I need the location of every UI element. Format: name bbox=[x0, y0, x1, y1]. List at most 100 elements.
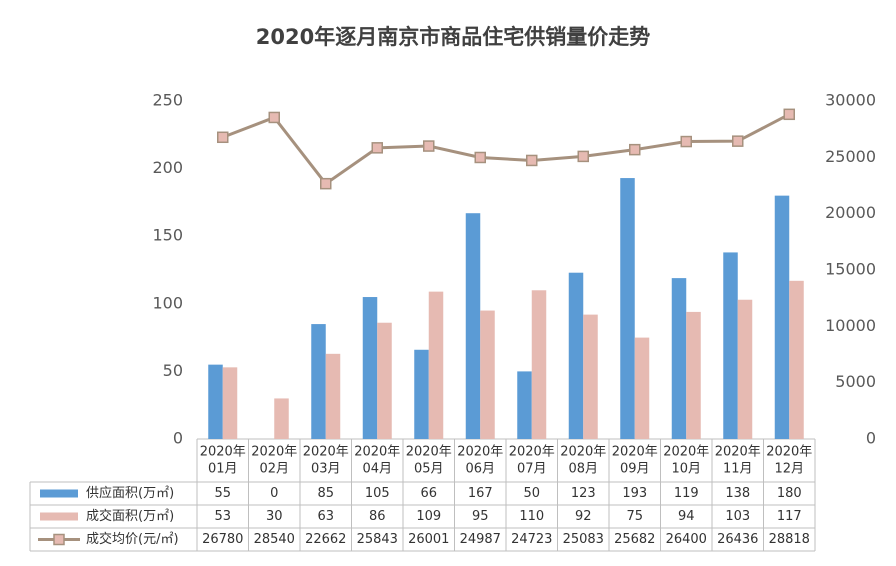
bar bbox=[789, 280, 804, 439]
table-value: 25682 bbox=[614, 532, 655, 547]
table-value: 86 bbox=[369, 509, 386, 524]
bar bbox=[531, 290, 547, 439]
marker bbox=[320, 177, 332, 190]
y2-tick-label: 25000 bbox=[825, 147, 876, 166]
y-tick-label: 100 bbox=[152, 293, 183, 312]
x-tick-label: 02月 bbox=[259, 462, 289, 477]
y-tick-label: 0 bbox=[173, 429, 183, 448]
x-tick-label: 04月 bbox=[362, 462, 392, 477]
table-value: 53 bbox=[214, 509, 231, 524]
legend-key bbox=[40, 489, 78, 498]
y-tick-label: 50 bbox=[163, 361, 183, 380]
x-tick-label: 03月 bbox=[311, 462, 341, 477]
table-value: 110 bbox=[519, 509, 544, 524]
bar bbox=[414, 349, 429, 439]
x-tick-label: 11月 bbox=[723, 462, 753, 477]
bar bbox=[311, 324, 326, 439]
marker bbox=[371, 142, 383, 154]
table-value: 123 bbox=[571, 486, 596, 501]
table-value: 117 bbox=[777, 509, 802, 524]
chart-title: 2020年逐月南京市商品住宅供销量价走势 bbox=[256, 25, 650, 49]
bar bbox=[325, 353, 341, 439]
table-value: 85 bbox=[317, 486, 334, 501]
y2-tick-label: 20000 bbox=[825, 203, 876, 222]
y2-tick-label: 10000 bbox=[825, 316, 876, 335]
marker bbox=[474, 151, 486, 164]
table-value: 30 bbox=[266, 509, 283, 524]
table-value: 0 bbox=[270, 486, 278, 501]
table-value: 26436 bbox=[717, 532, 758, 547]
y-tick-label: 250 bbox=[152, 91, 183, 110]
x-tick-label: 09月 bbox=[620, 462, 650, 477]
table-value: 105 bbox=[365, 486, 390, 501]
table-value: 66 bbox=[420, 486, 437, 501]
legend-key bbox=[53, 533, 65, 546]
bar bbox=[274, 398, 289, 439]
legend-label: 成交均价(元/㎡) bbox=[86, 531, 179, 547]
y-tick-label: 150 bbox=[152, 226, 183, 245]
x-tick-label: 2020年 bbox=[200, 445, 246, 460]
y-tick-label: 200 bbox=[152, 158, 183, 177]
bar bbox=[377, 322, 392, 439]
x-tick-label: 06月 bbox=[465, 462, 495, 477]
legend-label: 成交面积(万㎡) bbox=[86, 508, 174, 524]
table-value: 55 bbox=[214, 486, 231, 501]
table-value: 180 bbox=[777, 486, 802, 501]
table-value: 24723 bbox=[511, 532, 552, 547]
x-tick-label: 07月 bbox=[517, 462, 547, 477]
x-tick-label: 2020年 bbox=[303, 445, 349, 460]
bar bbox=[583, 314, 598, 439]
x-tick-label: 2020年 bbox=[251, 445, 297, 460]
x-tick-label: 01月 bbox=[208, 462, 238, 477]
table-value: 94 bbox=[678, 509, 695, 524]
marker bbox=[783, 108, 795, 121]
bar bbox=[428, 291, 444, 439]
table-value: 28540 bbox=[254, 532, 295, 547]
bar bbox=[737, 299, 753, 439]
x-tick-label: 2020年 bbox=[612, 445, 658, 460]
y2-tick-label: 15000 bbox=[825, 260, 876, 279]
bar bbox=[480, 310, 495, 439]
bar bbox=[465, 213, 481, 439]
table-value: 26001 bbox=[408, 532, 449, 547]
table-value: 24987 bbox=[460, 532, 501, 547]
table-value: 26400 bbox=[666, 532, 707, 547]
x-tick-label: 10月 bbox=[671, 462, 701, 477]
marker bbox=[577, 150, 589, 163]
bar bbox=[723, 252, 738, 439]
marker bbox=[423, 140, 435, 152]
table-value: 22662 bbox=[305, 532, 346, 547]
table-value: 25843 bbox=[357, 532, 398, 547]
x-tick-label: 2020年 bbox=[457, 445, 503, 460]
x-tick-label: 2020年 bbox=[509, 445, 555, 460]
table-value: 193 bbox=[622, 486, 647, 501]
x-tick-label: 2020年 bbox=[715, 445, 761, 460]
marker bbox=[268, 111, 280, 124]
marker bbox=[629, 143, 641, 156]
line bbox=[222, 112, 790, 186]
x-tick-label: 2020年 bbox=[560, 445, 606, 460]
table-value: 119 bbox=[674, 486, 699, 501]
table-value: 109 bbox=[416, 509, 441, 524]
table-value: 28818 bbox=[769, 532, 810, 547]
marker bbox=[732, 135, 744, 147]
bar bbox=[517, 371, 532, 439]
bar bbox=[620, 178, 635, 439]
bar bbox=[208, 364, 223, 439]
y2-tick-label: 5000 bbox=[835, 372, 876, 391]
marker bbox=[217, 131, 229, 144]
legend-label: 供应面积(万㎡) bbox=[86, 485, 174, 501]
table-value: 63 bbox=[317, 509, 334, 524]
y2-tick-label: 0 bbox=[866, 429, 876, 448]
bar bbox=[686, 311, 701, 439]
x-tick-label: 2020年 bbox=[663, 445, 709, 460]
table-value: 167 bbox=[468, 486, 493, 501]
table-value: 138 bbox=[725, 486, 750, 501]
x-tick-label: 2020年 bbox=[766, 445, 812, 460]
x-tick-label: 2020年 bbox=[354, 445, 400, 460]
x-tick-label: 05月 bbox=[414, 462, 444, 477]
legend-key bbox=[40, 512, 78, 521]
table-value: 92 bbox=[575, 509, 592, 524]
marker bbox=[526, 154, 538, 167]
